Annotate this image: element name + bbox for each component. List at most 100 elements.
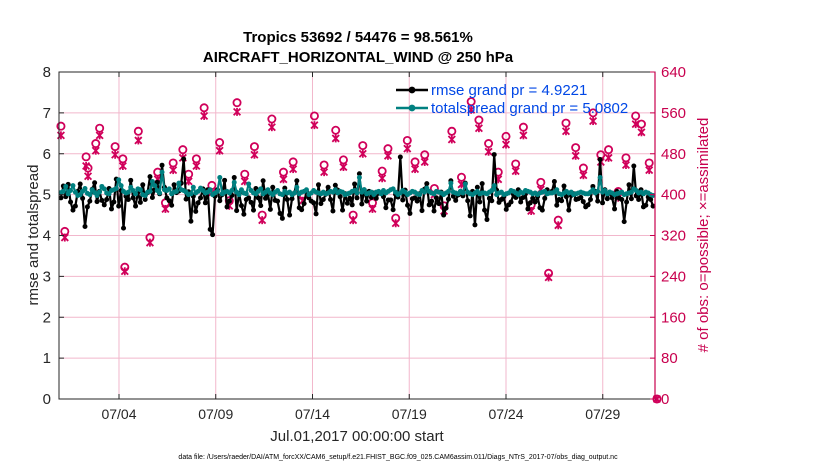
legend-label-rmse: rmse grand pr = 4.9221 bbox=[431, 82, 587, 99]
obs-assimilated-point bbox=[192, 161, 201, 171]
x-tick-label: 07/19 bbox=[392, 406, 427, 422]
totalspread-point bbox=[176, 180, 182, 186]
obs-assimilated-point bbox=[637, 128, 646, 137]
obs-assimilated-point bbox=[95, 131, 104, 140]
axes: 07/04 07/09 07/14 07/19 07/24 07/290123456780… bbox=[43, 64, 686, 422]
rmse-point bbox=[137, 199, 143, 205]
obs-assimilated-point bbox=[91, 146, 100, 155]
obs-assimilated-point bbox=[161, 204, 170, 213]
obs-possible-point bbox=[466, 97, 476, 107]
obs-assimilated-point bbox=[120, 267, 129, 276]
obs-possible-point bbox=[56, 121, 66, 131]
obs-assimilated-point bbox=[501, 140, 511, 149]
rmse-point bbox=[431, 208, 437, 214]
totalspread-point bbox=[417, 192, 423, 198]
rmse-point bbox=[238, 203, 244, 209]
obs-assimilated-point bbox=[258, 216, 267, 225]
rmse-point bbox=[226, 198, 232, 204]
rmse-point bbox=[525, 206, 531, 212]
totalspread-point bbox=[147, 188, 153, 194]
totalspread-point bbox=[491, 183, 497, 189]
rmse-point bbox=[424, 181, 430, 187]
totalspread-point bbox=[152, 183, 158, 189]
rmse-point bbox=[364, 198, 370, 204]
rmse-point bbox=[474, 184, 480, 190]
rmse-point bbox=[121, 225, 127, 231]
obs-assimilated-point bbox=[118, 161, 127, 171]
rmse-point bbox=[299, 207, 305, 213]
rmse-point bbox=[284, 197, 290, 203]
rmse-point bbox=[597, 156, 603, 162]
totalspread-point bbox=[231, 179, 237, 185]
obs-assimilated-point bbox=[420, 157, 429, 166]
totalspread-point bbox=[356, 174, 362, 180]
rmse-point bbox=[263, 195, 269, 201]
rmse-point bbox=[626, 182, 632, 188]
obs-assimilated-point bbox=[358, 149, 367, 158]
obs-assimilated-point bbox=[289, 165, 298, 174]
rmse-point bbox=[340, 207, 346, 213]
rmse-point bbox=[484, 217, 490, 223]
rmse-point bbox=[70, 207, 76, 213]
rmse-point bbox=[171, 182, 177, 188]
totalspread-point bbox=[96, 189, 102, 195]
obs-assimilated-point bbox=[544, 273, 553, 282]
totalspread-point bbox=[116, 177, 122, 183]
totalspread-point bbox=[243, 191, 249, 197]
obs-possible-point bbox=[331, 125, 341, 135]
y-left-tick-label: 5 bbox=[43, 187, 51, 204]
totalspread-point bbox=[448, 180, 454, 186]
obs-possible-point bbox=[588, 108, 598, 118]
rmse-point bbox=[349, 202, 355, 208]
rmse-point bbox=[472, 222, 478, 228]
rmse-point bbox=[84, 204, 90, 210]
obs-assimilated-point bbox=[621, 160, 631, 170]
totalspread-point bbox=[294, 184, 300, 190]
totalspread-point bbox=[70, 183, 76, 189]
legend: rmse grand pr = 4.9221 totalspread grand… bbox=[396, 82, 628, 117]
rmse-point bbox=[332, 182, 338, 188]
obs-assimilated-point bbox=[232, 107, 242, 116]
totalspread-point bbox=[60, 188, 66, 194]
y-left-tick-label: 8 bbox=[43, 64, 51, 81]
rmse-point bbox=[246, 195, 252, 201]
obs-assimilated-point bbox=[349, 216, 358, 225]
rmse-point bbox=[566, 207, 572, 213]
rmse-point bbox=[267, 206, 273, 212]
totalspread-point bbox=[291, 190, 297, 196]
totalspread-point bbox=[554, 187, 560, 193]
obs-assimilated-point bbox=[645, 166, 654, 175]
x-tick-label: 07/29 bbox=[585, 406, 620, 422]
y-axis-right-label: # of obs: o=possible; ×=assimilated bbox=[695, 118, 712, 353]
obs-possible-point bbox=[267, 114, 277, 124]
rmse-point bbox=[258, 203, 264, 209]
rmse-point bbox=[352, 181, 358, 187]
y-left-tick-label: 4 bbox=[43, 228, 51, 245]
obs-possible-point bbox=[518, 122, 528, 132]
totalspread-point bbox=[214, 188, 220, 194]
rmse-point bbox=[159, 162, 165, 168]
chart-title: Tropics 53692 / 54476 = 98.561% bbox=[243, 29, 473, 46]
rmse-point bbox=[405, 202, 411, 208]
totalspread-point bbox=[597, 174, 603, 180]
rmse-point bbox=[532, 199, 538, 205]
obs-assimilated-point bbox=[561, 127, 571, 136]
obs-assimilated-point bbox=[579, 171, 588, 180]
rmse-point bbox=[217, 198, 223, 204]
obs-possible-point bbox=[571, 143, 581, 153]
obs-possible-point bbox=[309, 111, 319, 121]
obs-assimilated-point bbox=[467, 105, 476, 114]
rmse-point bbox=[407, 210, 413, 216]
obs-assimilated-point bbox=[169, 166, 178, 175]
totalspread-point bbox=[354, 190, 360, 196]
rmse-point bbox=[561, 183, 567, 189]
rmse-point bbox=[443, 205, 449, 211]
rmse-point bbox=[222, 177, 228, 183]
rmse-point bbox=[373, 195, 379, 201]
y-left-tick-label: 2 bbox=[43, 309, 51, 326]
totalspread-point bbox=[166, 186, 172, 192]
rmse-point bbox=[419, 208, 425, 214]
rmse-point bbox=[628, 196, 634, 202]
rmse-point bbox=[650, 203, 656, 209]
